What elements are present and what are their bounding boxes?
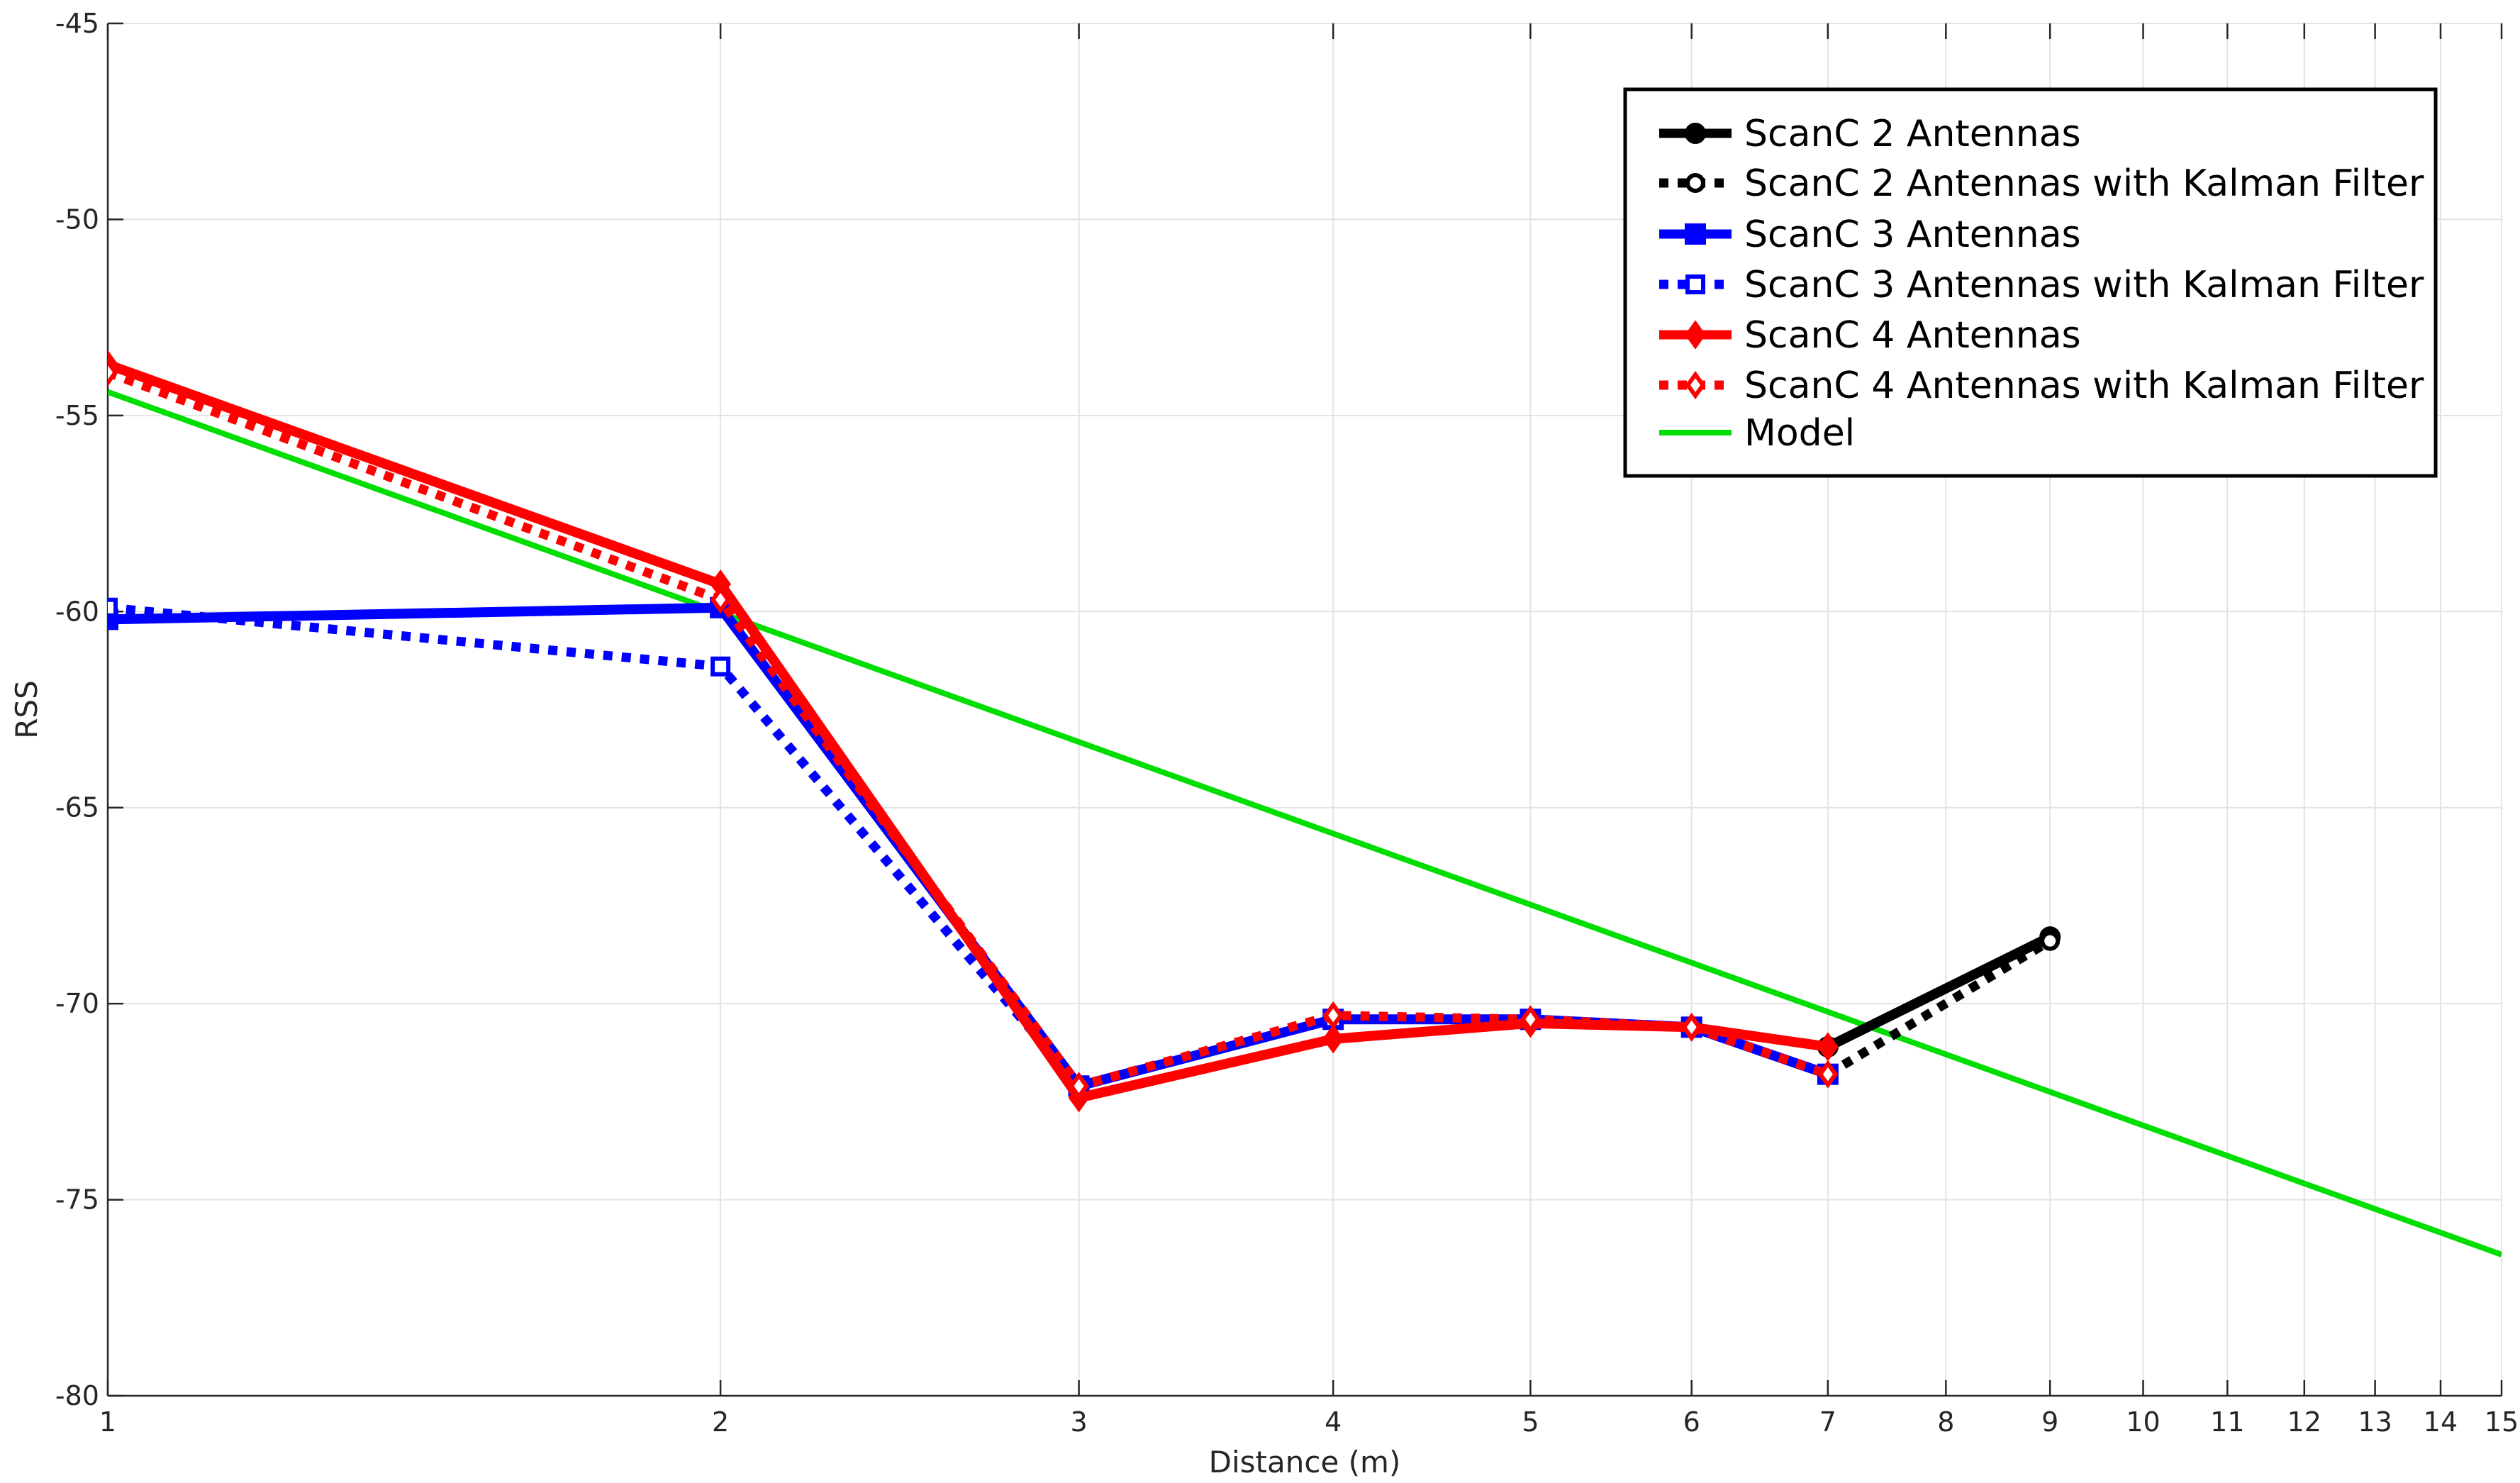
legend-item: ScanC 2 Antennas bbox=[1659, 113, 2081, 155]
marker-diamond bbox=[710, 585, 731, 614]
legend-label: ScanC 4 Antennas bbox=[1744, 314, 2081, 357]
series-line bbox=[1825, 937, 2053, 1079]
legend-label: ScanC 2 Antennas with Kalman Filter bbox=[1744, 162, 2424, 205]
x-tick-label: 14 bbox=[2424, 1406, 2458, 1438]
y-tick-label: -60 bbox=[55, 596, 99, 627]
y-axis-label: RSS bbox=[9, 680, 44, 739]
x-axis-label: Distance (m) bbox=[1209, 1445, 1401, 1479]
marker-diamond bbox=[1685, 320, 1706, 350]
marker-diamond bbox=[1069, 1072, 1089, 1101]
x-tick-label: 7 bbox=[1819, 1406, 1836, 1438]
marker-square bbox=[108, 597, 118, 618]
legend-box bbox=[1623, 87, 2438, 478]
series-model bbox=[108, 389, 2502, 1257]
x-tick-label: 8 bbox=[1937, 1406, 1954, 1438]
x-tick-label: 3 bbox=[1070, 1406, 1087, 1438]
marker-diamond bbox=[108, 358, 118, 387]
legend-label: Model bbox=[1744, 412, 1855, 455]
x-tick-label: 5 bbox=[1522, 1406, 1539, 1438]
y-tick-label: -55 bbox=[55, 400, 99, 431]
marker-diamond bbox=[1685, 371, 1706, 399]
legend-item: ScanC 2 Antennas with Kalman Filter bbox=[1659, 162, 2424, 205]
y-tick-label: -50 bbox=[55, 204, 99, 235]
y-tick-label: -45 bbox=[55, 8, 99, 39]
x-tick-label: 13 bbox=[2358, 1406, 2392, 1438]
legend-item: ScanC 4 Antennas with Kalman Filter bbox=[1659, 365, 2424, 407]
marker-square bbox=[1685, 274, 1705, 294]
y-tick-label: -80 bbox=[55, 1380, 99, 1411]
marker-diamond bbox=[1322, 1001, 1344, 1030]
x-tick-label: 11 bbox=[2210, 1406, 2244, 1438]
x-tick-label: 1 bbox=[99, 1406, 116, 1438]
x-tick-label: 4 bbox=[1325, 1406, 1342, 1438]
legend-label: ScanC 3 Antennas with Kalman Filter bbox=[1744, 264, 2424, 306]
x-tick-label: 10 bbox=[2126, 1406, 2160, 1438]
y-tick-label: -65 bbox=[55, 792, 99, 823]
legend-item: ScanC 4 Antennas bbox=[1659, 314, 2081, 357]
legend: ScanC 2 Antennas ScanC 2 Antennas with Ka… bbox=[1623, 87, 2438, 478]
x-tick-label: 9 bbox=[2041, 1406, 2058, 1438]
marker-square bbox=[710, 656, 731, 677]
marker-diamond bbox=[1817, 1060, 1839, 1089]
series-line bbox=[108, 389, 2502, 1257]
marker-diamond bbox=[1322, 1024, 1344, 1054]
legend-label: ScanC 2 Antennas bbox=[1744, 113, 2081, 155]
marker-circle bbox=[1685, 173, 1705, 193]
x-tick-label: 6 bbox=[1683, 1406, 1700, 1438]
marker-diamond bbox=[1520, 1005, 1541, 1034]
y-tick-label: -75 bbox=[55, 1184, 99, 1216]
y-tick-label: -70 bbox=[55, 988, 99, 1019]
legend-label: ScanC 3 Antennas bbox=[1744, 213, 2081, 256]
legend-item: ScanC 3 Antennas with Kalman Filter bbox=[1659, 264, 2424, 306]
series-scanc-4-antennas-with-kalman-filter bbox=[108, 358, 1839, 1101]
marker-circle bbox=[2040, 931, 2061, 951]
legend-item: ScanC 3 Antennas bbox=[1659, 213, 2081, 256]
series-line bbox=[1825, 932, 2053, 1052]
legend-label: ScanC 4 Antennas with Kalman Filter bbox=[1744, 365, 2424, 407]
legend-item: Model bbox=[1659, 412, 1855, 455]
x-tick-label: 2 bbox=[712, 1406, 729, 1438]
marker-diamond bbox=[1681, 1013, 1702, 1042]
x-tick-label: 12 bbox=[2287, 1406, 2321, 1438]
x-tick-label: 15 bbox=[2485, 1406, 2519, 1438]
series-layer bbox=[108, 350, 2502, 1257]
marker-square bbox=[1685, 223, 1706, 245]
marker-circle bbox=[1685, 123, 1706, 144]
